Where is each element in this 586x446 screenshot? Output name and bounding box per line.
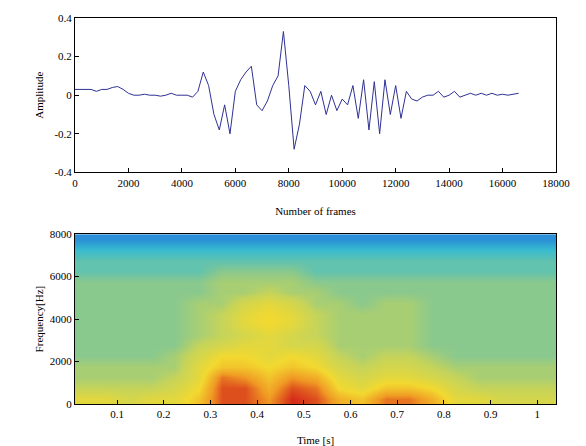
svg-text:0.6: 0.6 xyxy=(344,408,358,420)
svg-text:0.3: 0.3 xyxy=(204,408,218,420)
svg-text:0.7: 0.7 xyxy=(390,408,404,420)
svg-text:10000: 10000 xyxy=(328,177,356,189)
svg-text:4000: 4000 xyxy=(50,313,73,325)
svg-text:0: 0 xyxy=(72,177,78,189)
svg-text:Frequency[Hz]: Frequency[Hz] xyxy=(33,286,45,353)
svg-text:0.8: 0.8 xyxy=(437,408,451,420)
svg-text:18000: 18000 xyxy=(542,177,570,189)
svg-text:2000: 2000 xyxy=(50,355,73,367)
svg-text:14000: 14000 xyxy=(435,177,463,189)
svg-text:Amplitude: Amplitude xyxy=(33,72,45,119)
svg-text:16000: 16000 xyxy=(489,177,517,189)
svg-text:6000: 6000 xyxy=(50,270,73,282)
svg-text:-0.4: -0.4 xyxy=(54,166,72,178)
svg-text:Time [s]: Time [s] xyxy=(297,434,334,446)
svg-text:6000: 6000 xyxy=(224,177,247,189)
svg-text:4000: 4000 xyxy=(171,177,194,189)
svg-text:0: 0 xyxy=(66,398,72,410)
svg-text:0.2: 0.2 xyxy=(157,408,171,420)
svg-text:-0.2: -0.2 xyxy=(54,128,71,140)
svg-text:8000: 8000 xyxy=(278,177,301,189)
svg-text:2000: 2000 xyxy=(117,177,140,189)
svg-text:0.5: 0.5 xyxy=(297,408,311,420)
svg-text:0: 0 xyxy=(66,89,72,101)
svg-text:0.4: 0.4 xyxy=(250,408,264,420)
svg-text:0.2: 0.2 xyxy=(58,50,72,62)
svg-text:8000: 8000 xyxy=(50,228,73,240)
svg-text:0.9: 0.9 xyxy=(484,408,498,420)
svg-text:0.1: 0.1 xyxy=(110,408,124,420)
svg-text:12000: 12000 xyxy=(382,177,410,189)
svg-text:0.4: 0.4 xyxy=(58,12,72,24)
svg-text:1: 1 xyxy=(535,408,541,420)
svg-text:Number of frames: Number of frames xyxy=(275,205,356,217)
